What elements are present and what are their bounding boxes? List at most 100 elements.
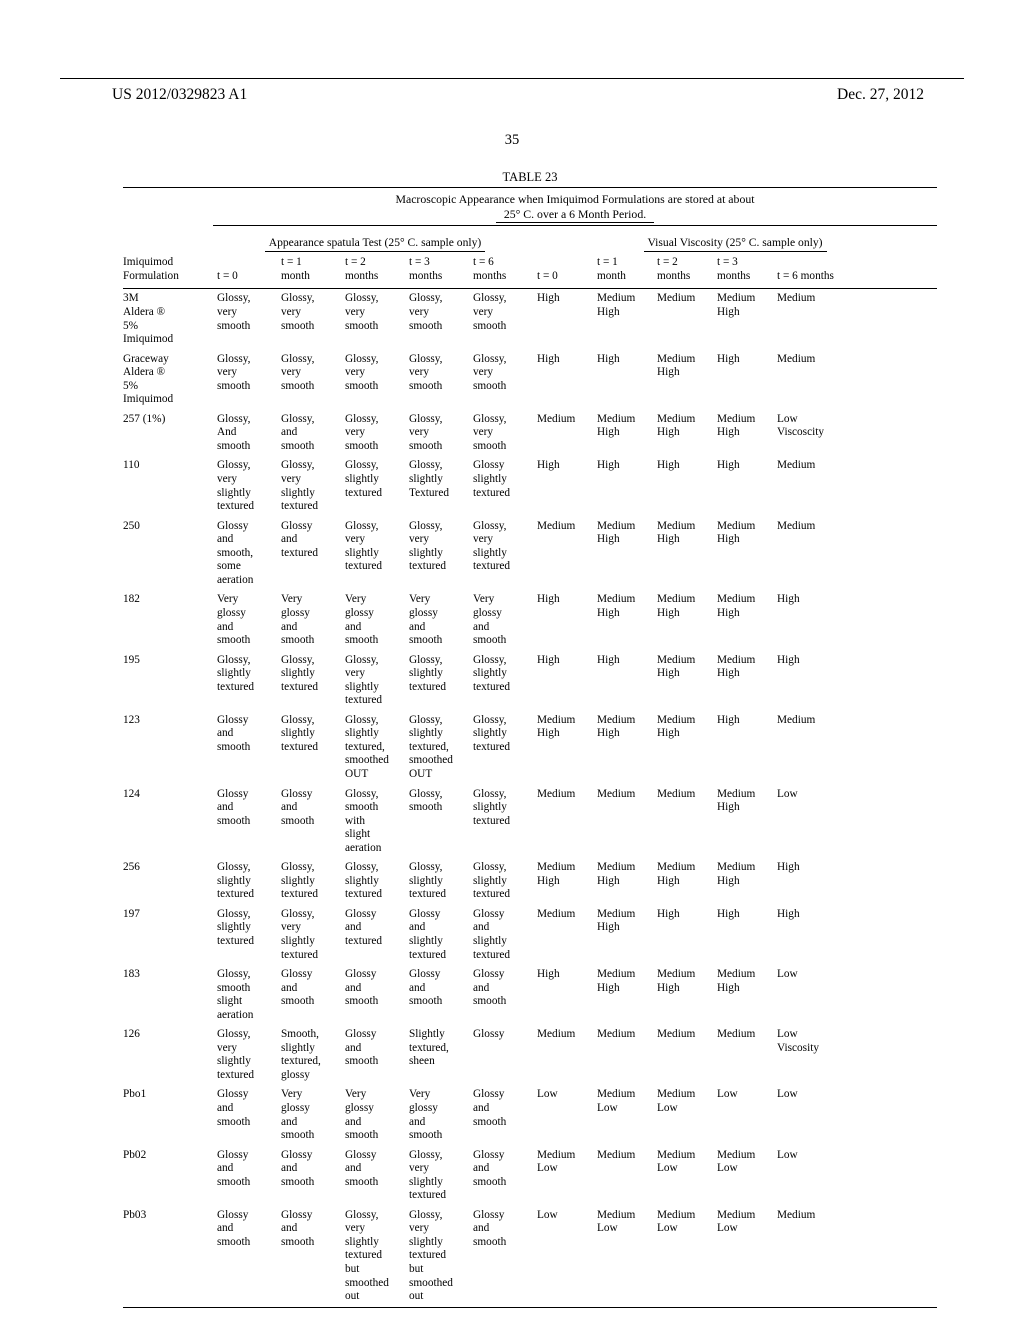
cell-a-t3: Glossy,slightlytextured,smoothedOUT — [409, 711, 473, 785]
table-row: 195Glossy,slightlytexturedGlossy,slightl… — [123, 651, 937, 711]
cell-v-t2: High — [657, 905, 717, 965]
table-row: 123GlossyandsmoothGlossy,slightlytexture… — [123, 711, 937, 785]
table-row: 257 (1%)Glossy,AndsmoothGlossy,andsmooth… — [123, 410, 937, 457]
cell-v-t2: MediumLow — [657, 1206, 717, 1307]
cell-a-t3: Glossyandslightlytextured — [409, 905, 473, 965]
cell-a-t2: Glossy,smoothwithslightaeration — [345, 785, 409, 859]
cell-formulation: 124 — [123, 785, 217, 859]
cell-a-t1: Veryglossyandsmooth — [281, 1085, 345, 1145]
cell-v-t2: MediumHigh — [657, 651, 717, 711]
header-row: US 2012/0329823 A1 Dec. 27, 2012 — [112, 86, 924, 104]
cell-v-t1: High — [597, 350, 657, 410]
cell-v-t1: MediumHigh — [597, 965, 657, 1025]
cell-formulation: 182 — [123, 590, 217, 650]
cell-v-t1: Medium — [597, 1146, 657, 1206]
cell-formulation: Pb02 — [123, 1146, 217, 1206]
cell-a-t2: Veryglossyandsmooth — [345, 1085, 409, 1145]
cell-v-t0: MediumHigh — [537, 711, 597, 785]
cell-formulation: 183 — [123, 965, 217, 1025]
cell-v-t6: Medium — [777, 517, 937, 591]
cell-a-t1: Glossy,slightlytextured — [281, 651, 345, 711]
cell-a-t3: Glossy,verysmooth — [409, 410, 473, 457]
cell-a-t0: Glossy,veryslightlytextured — [217, 456, 281, 516]
cell-formulation: 257 (1%) — [123, 410, 217, 457]
cell-v-t2: MediumLow — [657, 1146, 717, 1206]
table-row: 197Glossy,slightlytexturedGlossy,verysli… — [123, 905, 937, 965]
cell-a-t1: Glossyandsmooth — [281, 1146, 345, 1206]
table-row: Pb03GlossyandsmoothGlossyandsmoothGlossy… — [123, 1206, 937, 1307]
cell-v-t6: Low — [777, 1085, 937, 1145]
cell-a-t3: Glossy,veryslightlytextured — [409, 1146, 473, 1206]
cell-a-t3: Glossy,slightlytextured — [409, 651, 473, 711]
cell-v-t1: MediumLow — [597, 1085, 657, 1145]
page-number: 35 — [0, 132, 1024, 149]
cell-v-t6: Low — [777, 965, 937, 1025]
cell-v-t3: MediumHigh — [717, 410, 777, 457]
cell-v-t6: Low — [777, 1146, 937, 1206]
cell-a-t0: Glossy,slightlytextured — [217, 651, 281, 711]
cell-v-t0: High — [537, 651, 597, 711]
cell-v-t1: High — [597, 456, 657, 516]
col-a-t0: t = 0 — [217, 254, 281, 289]
cell-v-t6: High — [777, 590, 937, 650]
col-v-t6: t = 6 months — [777, 254, 937, 289]
cell-v-t6: LowViscoscity — [777, 410, 937, 457]
cell-v-t2: MediumHigh — [657, 711, 717, 785]
cell-a-t1: Glossy,slightlytextured — [281, 711, 345, 785]
cell-v-t1: MediumHigh — [597, 905, 657, 965]
col-a-t2: t = 2months — [345, 254, 409, 289]
cell-a-t6: Veryglossyandsmooth — [473, 590, 537, 650]
cell-formulation: Pb03 — [123, 1206, 217, 1307]
publication-number: US 2012/0329823 A1 — [112, 86, 247, 104]
cell-v-t0: Low — [537, 1206, 597, 1307]
cell-a-t1: Glossy,veryslightlytextured — [281, 905, 345, 965]
cell-v-t3: MediumLow — [717, 1146, 777, 1206]
cell-v-t3: MediumHigh — [717, 785, 777, 859]
header-rule — [60, 78, 964, 79]
cell-v-t3: High — [717, 456, 777, 516]
table-row: 126Glossy,veryslightlytexturedSmooth,sli… — [123, 1025, 937, 1085]
cell-v-t2: MediumHigh — [657, 858, 717, 905]
patent-page: US 2012/0329823 A1 Dec. 27, 2012 35 TABL… — [0, 0, 1024, 1320]
cell-v-t3: MediumLow — [717, 1206, 777, 1307]
cell-a-t6: Glossy,verysmooth — [473, 289, 537, 350]
col-v-t1: t = 1month — [597, 254, 657, 289]
cell-a-t6: Glossyandsmooth — [473, 1206, 537, 1307]
cell-v-t6: Low — [777, 785, 937, 859]
cell-formulation: 195 — [123, 651, 217, 711]
cell-v-t0: High — [537, 289, 597, 350]
col-v-t3: t = 3months — [717, 254, 777, 289]
caption-line-1: Macroscopic Appearance when Imiquimod Fo… — [395, 192, 754, 206]
cell-v-t6: Medium — [777, 1206, 937, 1307]
col-formulation: Imiquimod Formulation — [123, 254, 217, 289]
cell-v-t0: Medium — [537, 410, 597, 457]
cell-v-t0: High — [537, 456, 597, 516]
cell-v-t1: MediumHigh — [597, 858, 657, 905]
cell-a-t6: Glossy,slightlytextured — [473, 711, 537, 785]
cell-a-t2: Glossy,veryslightlytextured — [345, 651, 409, 711]
cell-a-t0: Glossy,Andsmooth — [217, 410, 281, 457]
cell-a-t3: Glossy,slightlyTextured — [409, 456, 473, 516]
cell-a-t3: Glossy,verysmooth — [409, 350, 473, 410]
col-a-t6: t = 6months — [473, 254, 537, 289]
cell-v-t2: Medium — [657, 289, 717, 350]
cell-a-t2: Glossy,veryslightlytextured — [345, 517, 409, 591]
cell-a-t2: Glossy,slightlytextured,smoothedOUT — [345, 711, 409, 785]
table-body: 3MAldera ®5%ImiquimodGlossy,verysmoothGl… — [123, 289, 937, 1307]
cell-v-t2: MediumHigh — [657, 590, 717, 650]
cell-v-t2: MediumHigh — [657, 410, 717, 457]
cell-v-t3: High — [717, 905, 777, 965]
cell-a-t6: Glossy,slightlytextured — [473, 858, 537, 905]
cell-a-t6: Glossy,veryslightlytextured — [473, 517, 537, 591]
cell-a-t3: Glossy,slightlytextured — [409, 858, 473, 905]
table-row: Pbo1GlossyandsmoothVeryglossyandsmoothVe… — [123, 1085, 937, 1145]
cell-formulation: 126 — [123, 1025, 217, 1085]
cell-a-t0: Veryglossyandsmooth — [217, 590, 281, 650]
column-header-row: Imiquimod Formulation t = 0 t = 1month t… — [123, 254, 937, 289]
cell-v-t1: MediumHigh — [597, 711, 657, 785]
cell-v-t3: MediumHigh — [717, 517, 777, 591]
cell-a-t6: Glossyandsmooth — [473, 1085, 537, 1145]
cell-v-t0: High — [537, 590, 597, 650]
cell-a-t0: Glossy,verysmooth — [217, 350, 281, 410]
table-caption: Macroscopic Appearance when Imiquimod Fo… — [213, 192, 937, 226]
